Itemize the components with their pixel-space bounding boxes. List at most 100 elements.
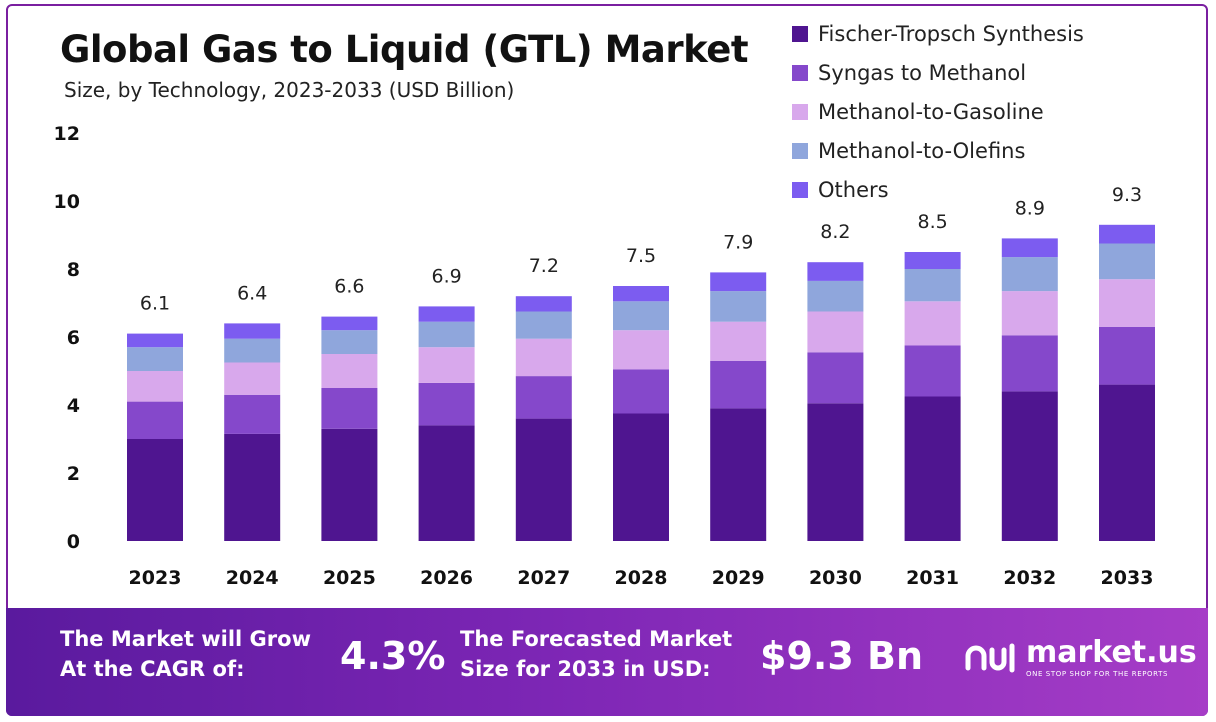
- bar-segment: [1099, 224, 1155, 244]
- cagr-label: The Market will Grow At the CAGR of:: [60, 624, 311, 684]
- bar-segment: [418, 306, 475, 322]
- bar-segment: [904, 252, 961, 269]
- data-label: 8.5: [917, 211, 947, 233]
- bar-segment: [224, 323, 281, 339]
- x-tick-label: 2027: [517, 567, 570, 589]
- y-tick-label: 2: [67, 463, 80, 485]
- bar-segment: [418, 347, 475, 383]
- data-label: 7.5: [626, 245, 656, 267]
- bar-segment: [418, 382, 475, 426]
- bar-segment: [224, 394, 281, 434]
- legend-item-others: Others: [792, 170, 1084, 209]
- bar-segment: [321, 330, 378, 354]
- bar-segment: [710, 272, 767, 292]
- bar-segment: [807, 352, 864, 404]
- market-us-logo-icon: [965, 643, 1015, 673]
- y-tick-label: 8: [67, 259, 80, 281]
- logo-tagline: ONE STOP SHOP FOR THE REPORTS: [1026, 670, 1169, 678]
- market-us-logo: market.us ONE STOP SHOP FOR THE REPORTS: [964, 638, 1197, 678]
- chart-subtitle: Size, by Technology, 2023-2033 (USD Bill…: [64, 78, 515, 102]
- bar-segment: [710, 408, 767, 541]
- chart-title: Global Gas to Liquid (GTL) Market: [60, 28, 749, 71]
- x-tick-label: 2032: [1003, 567, 1056, 589]
- bar-segment: [807, 403, 864, 541]
- bar-segment: [807, 262, 864, 281]
- forecast-label-line1: The Forecasted Market: [460, 627, 733, 651]
- bar-segment: [515, 338, 572, 377]
- x-tick-label: 2025: [323, 567, 376, 589]
- data-label: 8.9: [1015, 197, 1045, 219]
- logo-text-group: market.us ONE STOP SHOP FOR THE REPORTS: [1026, 635, 1197, 679]
- x-tick-label: 2026: [420, 567, 473, 589]
- bar-segment: [710, 291, 767, 322]
- data-label: 7.9: [723, 231, 753, 253]
- bar-segment: [224, 338, 281, 363]
- bar-segment: [1099, 384, 1155, 541]
- bar-segment: [1001, 291, 1058, 336]
- cagr-label-line1: The Market will Grow: [60, 627, 311, 651]
- x-tick-label: 2029: [712, 567, 765, 589]
- legend-item-fischer-tropsch: Fischer-Tropsch Synthesis: [792, 14, 1084, 53]
- legend-swatch: [792, 142, 808, 159]
- bar-segment: [515, 296, 572, 312]
- bar-segment: [613, 286, 669, 302]
- y-tick-label: 0: [67, 531, 80, 553]
- bar-segment: [613, 301, 669, 331]
- bar-segment: [515, 311, 572, 339]
- legend-item-syngas-methanol: Syngas to Methanol: [792, 53, 1084, 92]
- legend-item-methanol-olefins: Methanol-to-Olefins: [792, 131, 1084, 170]
- logo-name: market.us: [1026, 635, 1197, 670]
- bar-segment: [1099, 243, 1155, 280]
- bar-segment: [710, 321, 767, 361]
- legend-swatch: [792, 103, 808, 120]
- bar-segment: [1099, 279, 1155, 327]
- bar-segment: [127, 439, 183, 541]
- data-label: 9.3: [1112, 184, 1142, 206]
- bar-segment: [418, 425, 475, 541]
- bar-segment: [904, 345, 961, 397]
- data-label: 7.2: [529, 255, 559, 277]
- bar-segment: [807, 280, 864, 312]
- bar-segment: [613, 369, 669, 414]
- legend-label: Others: [818, 177, 889, 202]
- x-tick-label: 2024: [226, 567, 279, 589]
- data-label: 8.2: [820, 221, 850, 243]
- data-label: 6.4: [237, 282, 267, 304]
- bar-segment: [710, 360, 767, 409]
- bar-segment: [807, 311, 864, 353]
- bar-segment: [321, 388, 378, 429]
- x-tick-label: 2030: [809, 567, 862, 589]
- bar-segment: [1001, 391, 1058, 541]
- bar-segment: [127, 401, 183, 439]
- bar-segment: [1001, 238, 1058, 258]
- legend-label: Syngas to Methanol: [818, 60, 1027, 85]
- legend-label: Fischer-Tropsch Synthesis: [818, 21, 1084, 46]
- cagr-value: 4.3%: [340, 634, 446, 678]
- data-label: 6.6: [334, 276, 364, 298]
- y-tick-label: 6: [67, 327, 80, 349]
- forecast-value: $9.3 Bn: [760, 634, 924, 678]
- y-tick-label: 12: [54, 123, 80, 145]
- bar-segment: [127, 333, 183, 348]
- y-tick-label: 4: [67, 395, 80, 417]
- bar-segment: [127, 371, 183, 402]
- stacked-bar-chart: 0 2 4 6 8 10 12 6.1 2023 6.4 2024 6.6 2025 6.9 2026 7.2…: [54, 123, 1155, 589]
- bar-segment: [127, 347, 183, 371]
- bar-segment: [613, 330, 669, 370]
- y-tick-label: 10: [54, 191, 80, 213]
- bar-segment: [224, 362, 281, 395]
- bar-segment: [321, 316, 378, 331]
- bar-segment: [904, 396, 961, 541]
- x-tick-label: 2033: [1101, 567, 1154, 589]
- bar-segment: [904, 269, 961, 302]
- data-label: 6.1: [140, 293, 170, 315]
- bar-segment: [224, 433, 281, 541]
- bar-segment: [1001, 257, 1058, 292]
- forecast-label-line2: Size for 2033 in USD:: [460, 657, 711, 681]
- x-tick-label: 2028: [615, 567, 668, 589]
- bar-segment: [418, 321, 475, 348]
- x-tick-label: 2023: [129, 567, 182, 589]
- bar-segment: [1001, 335, 1058, 392]
- bar-segment: [904, 301, 961, 346]
- legend-swatch: [792, 25, 808, 42]
